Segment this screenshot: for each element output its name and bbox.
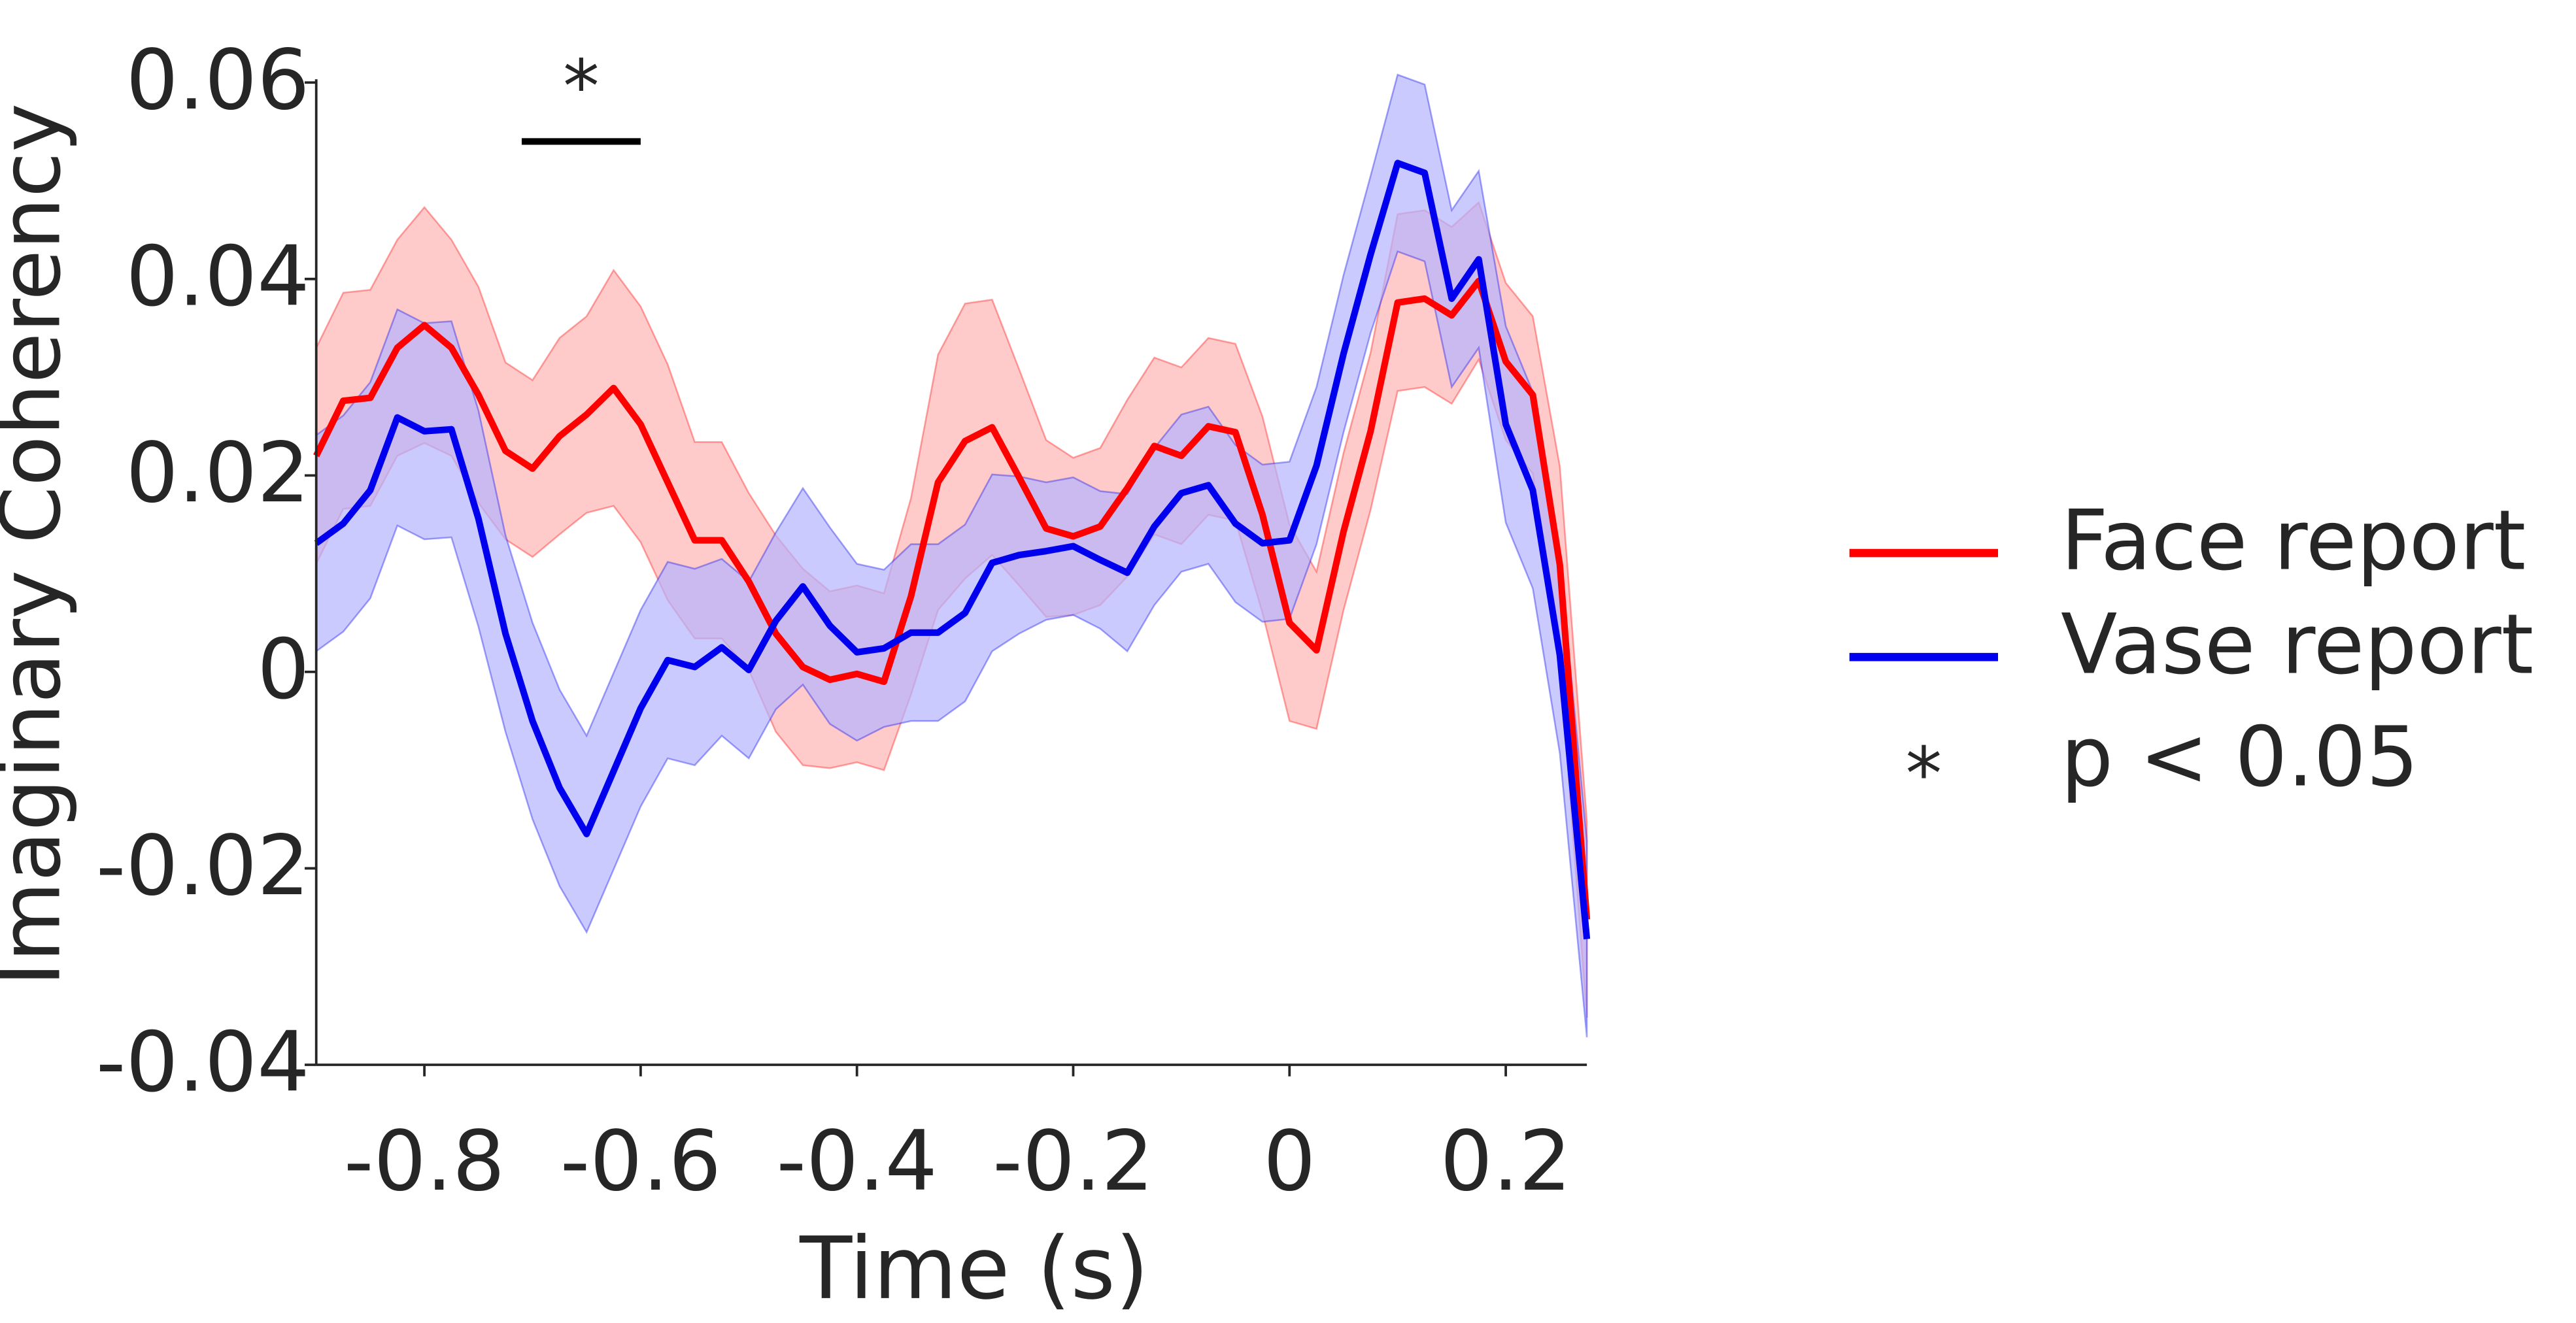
y-tick-label: -0.02 bbox=[96, 818, 310, 914]
x-axis-label: Time (s) bbox=[799, 1218, 1149, 1318]
x-tick-label: -0.4 bbox=[777, 1113, 938, 1209]
y-tick-label: 0.02 bbox=[126, 425, 309, 521]
significance-label: * bbox=[563, 45, 600, 129]
legend-label: Vase report bbox=[2061, 597, 2534, 693]
legend-marker: * bbox=[1906, 732, 1942, 816]
series-line bbox=[313, 277, 1591, 920]
series-line bbox=[314, 159, 1591, 940]
y-tick-label: 0.04 bbox=[126, 229, 309, 325]
y-tick-label: 0 bbox=[257, 622, 309, 718]
legend-label: Face report bbox=[2061, 493, 2526, 589]
y-tick-label: 0.06 bbox=[126, 32, 309, 128]
x-tick-label: -0.6 bbox=[560, 1113, 721, 1209]
x-tick-label: -0.2 bbox=[992, 1113, 1153, 1209]
y-axis-label: Imaginary Coherency bbox=[0, 103, 78, 986]
x-tick-label: 0 bbox=[1263, 1113, 1315, 1209]
y-tick-label: -0.04 bbox=[96, 1014, 310, 1111]
error-band bbox=[315, 73, 1588, 1038]
legend-label: p < 0.05 bbox=[2061, 709, 2418, 805]
x-tick-label: 0.2 bbox=[1440, 1113, 1572, 1209]
x-tick-label: -0.8 bbox=[344, 1113, 505, 1209]
